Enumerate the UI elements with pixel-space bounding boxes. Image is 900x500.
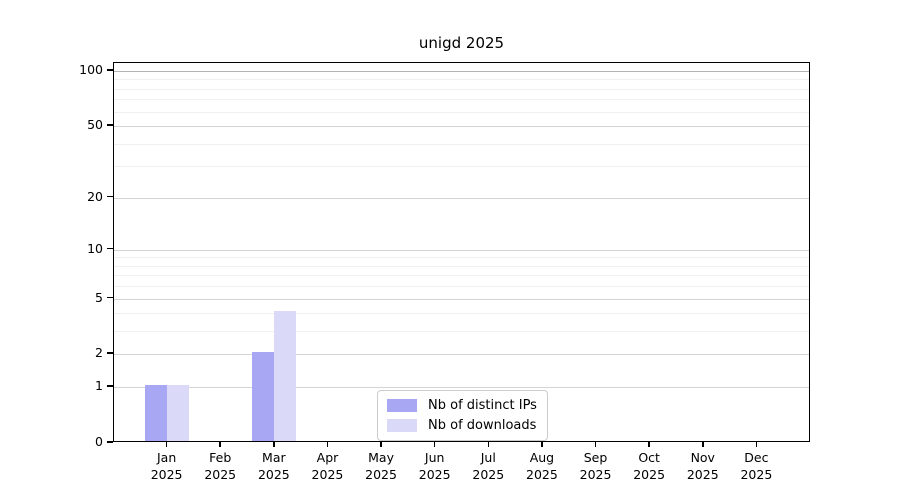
x-axis-tick-oct [648,441,650,447]
x-axis-label-feb: Feb 2025 [188,449,252,483]
plot-area [113,62,810,442]
x-axis-label-year-aug: 2025 [526,467,558,482]
x-axis-label-apr: Apr 2025 [295,449,359,483]
gridline-minor-8 [114,265,809,267]
x-axis-label-year-nov: 2025 [686,467,719,482]
legend-item-nb-of-downloads: Nb of downloads [387,418,537,433]
x-axis-label-nov: Nov 2025 [671,449,735,483]
gridline-major-2 [114,354,809,356]
x-axis-tick-sep [594,441,597,447]
gridline-minor-40 [114,143,809,145]
x-axis-label-year-dec: 2025 [740,467,773,482]
y-axis-label-0: 0 [95,434,103,449]
y-axis-tick-0 [107,441,113,443]
x-axis-label-year-feb: 2025 [204,467,237,482]
gridline-minor-80 [114,88,809,90]
x-axis-label-year-apr: 2025 [311,467,344,482]
x-axis-tick-dec [755,441,758,447]
gridline-minor-9 [114,257,809,259]
x-axis-label-year-jun: 2025 [418,467,451,482]
gridline-minor-70 [114,99,809,101]
x-axis-label-year-oct: 2025 [633,467,666,482]
x-axis-tick-feb [219,441,221,447]
y-axis-label-1: 1 [95,378,103,394]
x-axis-tick-nov [702,441,704,447]
x-axis-label-year-jul: 2025 [472,467,505,482]
gridline-minor-3 [114,331,809,333]
x-axis-label-may: May 2025 [349,449,413,483]
x-axis-tick-jan [165,441,168,447]
x-axis-tick-aug [541,441,543,447]
bar-nb-of-downloads-mar [273,311,296,441]
legend: Nb of distinct IPs Nb of downloads [377,390,548,441]
legend-label-nb-of-distinct-ips: Nb of distinct IPs [428,398,537,413]
gridline-major-1 [114,387,809,389]
x-axis-label-year-may: 2025 [365,467,397,482]
y-axis-tick-1 [107,385,113,387]
x-axis-tick-mar [273,441,275,447]
gridline-minor-90 [114,79,809,81]
x-axis-label-year-jan: 2025 [150,467,183,482]
gridline-minor-7 [114,275,809,277]
bar-nb-of-downloads-jan [166,385,189,441]
legend-swatch-icon-nb-of-downloads [387,419,417,432]
gridline-minor-60 [114,111,809,113]
y-axis-label-10: 10 [87,240,103,256]
x-axis-label-jan: Jan 2025 [135,449,199,483]
bar-nb-of-distinct-ips-mar [251,352,274,441]
gridline-major-100 [114,71,809,72]
legend-label-nb-of-downloads: Nb of downloads [428,418,537,433]
y-axis-label-20: 20 [87,188,103,204]
y-axis-tick-20 [107,195,113,198]
y-axis-tick-2 [107,352,113,354]
x-axis-label-oct: Oct 2025 [617,449,681,483]
legend-item-nb-of-distinct-ips: Nb of distinct IPs [387,398,537,413]
x-axis-label-year-mar: 2025 [257,467,290,482]
y-axis-label-50: 50 [87,117,103,133]
y-axis-tick-5 [107,296,113,299]
y-axis-label-2: 2 [95,345,103,361]
legend-swatch-icon-nb-of-distinct-ips [387,399,417,412]
x-axis-label-dec: Dec 2025 [724,449,788,483]
x-axis-label-aug: Aug 2025 [510,449,574,483]
gridline-major-5 [114,298,809,300]
bar-nb-of-distinct-ips-jan [144,385,167,441]
gridline-minor-4 [114,313,809,315]
chart-title: unigd 2025 [418,34,505,52]
y-axis-label-5: 5 [95,289,103,305]
x-axis-label-year-sep: 2025 [579,467,612,482]
y-axis-label-100: 100 [79,62,103,77]
gridline-major-20 [114,197,809,199]
gridline-major-10 [114,249,809,251]
x-axis-tick-may [380,441,382,447]
x-axis-label-sep: Sep 2025 [564,449,628,483]
x-axis-label-jun: Jun 2025 [403,449,467,483]
x-axis-tick-apr [326,441,329,447]
y-axis-tick-100 [107,69,113,71]
x-axis-label-mar: Mar 2025 [242,449,306,483]
x-axis-label-jul: Jul 2025 [456,449,520,483]
gridline-major-50 [114,126,809,128]
gridline-minor-6 [114,286,809,288]
x-axis-tick-jun [433,441,436,447]
gridline-minor-30 [114,166,809,168]
y-axis-tick-50 [107,124,113,126]
y-axis-tick-10 [107,247,113,250]
x-axis-tick-jul [487,441,490,447]
